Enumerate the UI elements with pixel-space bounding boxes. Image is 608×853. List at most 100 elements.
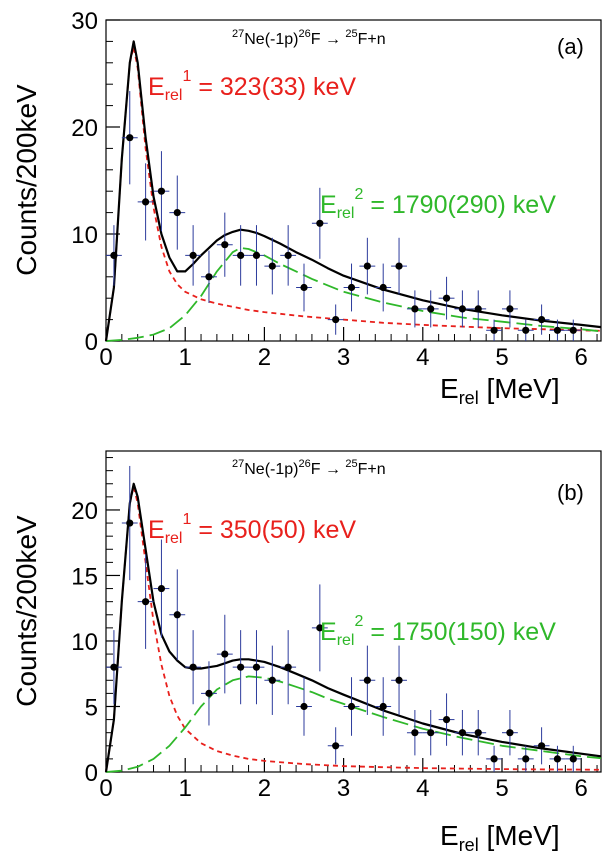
annotation-superscript: 2 — [354, 613, 363, 630]
annotation-subscript: rel — [337, 205, 355, 222]
data-point — [379, 283, 387, 292]
data-point — [300, 702, 308, 711]
data-point — [284, 251, 292, 259]
x-tick-label: 4 — [416, 344, 429, 371]
reaction-superscript: 25 — [345, 28, 357, 40]
y-axis-label: Counts/200keV — [11, 515, 42, 707]
reaction-superscript: 27 — [232, 458, 244, 470]
x-axis-label: Erel [MeV] — [440, 373, 560, 408]
reaction-label: 27Ne(-1p)26F → 25F+n — [232, 458, 386, 478]
y-tick-label: 5 — [85, 694, 98, 721]
x-tick-label: 5 — [495, 775, 508, 802]
x-axis-unit: [MeV] — [479, 373, 560, 404]
x-tick-label: 1 — [179, 775, 192, 802]
data-point — [110, 251, 118, 259]
data-point — [490, 755, 498, 763]
data-point — [411, 305, 419, 313]
reaction-text: → — [321, 31, 346, 48]
plot-frame — [105, 19, 602, 342]
data-point — [221, 241, 229, 249]
data-point — [379, 702, 387, 711]
annotation-symbol: E — [320, 191, 337, 219]
annotation-symbol: E — [320, 618, 337, 646]
data-point — [189, 251, 197, 259]
annotation-superscript: 1 — [182, 68, 191, 85]
reaction-superscript: 25 — [345, 458, 357, 470]
data-point — [173, 611, 181, 619]
data-point — [442, 715, 451, 724]
panel-label: (b) — [557, 480, 584, 505]
data-point — [458, 729, 466, 737]
y-tick-label: 15 — [71, 563, 98, 590]
annotation-superscript: 1 — [182, 511, 191, 528]
annotation-value: = 1750(150) keV — [363, 618, 556, 646]
data-point — [189, 663, 197, 671]
data-point — [157, 187, 166, 195]
data-point — [427, 729, 435, 737]
x-tick-label: 6 — [575, 775, 588, 802]
data-point — [522, 755, 530, 763]
annotation-symbol: E — [148, 516, 165, 544]
y-tick-label: 0 — [85, 329, 98, 356]
data-point — [332, 742, 340, 750]
data-point — [506, 305, 514, 313]
total-fit-curve — [104, 482, 602, 773]
data-point — [252, 663, 261, 671]
data-point — [569, 755, 577, 763]
annotation-subscript: rel — [337, 632, 355, 649]
erel-annotation-1: Erel 1 = 350(50) keV — [148, 511, 356, 547]
data-point — [395, 262, 403, 270]
data-point — [142, 598, 150, 606]
y-tick-label: 10 — [71, 222, 98, 249]
annotation-subscript: rel — [165, 87, 183, 104]
data-point — [474, 729, 482, 737]
data-point — [506, 729, 514, 737]
data-point — [205, 273, 213, 281]
erel-annotation-1: Erel 1 = 323(33) keV — [148, 68, 356, 104]
data-point — [110, 663, 118, 671]
x-tick-label: 5 — [495, 344, 508, 371]
x-axis-symbol: E — [440, 820, 459, 851]
data-point — [126, 134, 134, 142]
data-point — [347, 283, 356, 292]
data-point — [363, 262, 371, 270]
data-point — [442, 294, 451, 302]
annotation-symbol: E — [148, 73, 165, 101]
data-point — [237, 663, 245, 671]
reaction-text: Ne(-1p) — [244, 461, 298, 478]
reaction-text: F — [311, 461, 321, 478]
data-point — [553, 755, 562, 763]
data-point — [252, 251, 261, 259]
data-point — [395, 676, 403, 684]
x-tick-label: 0 — [99, 344, 112, 371]
data-point — [221, 650, 229, 658]
data-point — [569, 326, 577, 334]
y-axis-label: Counts/200keV — [11, 84, 42, 276]
data-point — [205, 689, 213, 697]
reaction-text: → — [321, 461, 346, 478]
data-point — [490, 326, 498, 334]
data-point — [316, 624, 324, 632]
x-axis-subscript: rel — [459, 388, 479, 408]
data-point — [268, 676, 276, 684]
reaction-text: F+n — [358, 461, 386, 478]
data-point — [363, 676, 371, 684]
panel-a: 0 1 2 3 4 5 6 0 10 20 30 27Ne(-1p)26F → 25F+n (a) Ere… — [11, 8, 602, 408]
reaction-text: Ne(-1p) — [244, 31, 298, 48]
data-point — [237, 251, 245, 259]
data-point — [411, 729, 419, 737]
data-point — [522, 326, 530, 334]
data-point — [553, 326, 562, 334]
data-point — [474, 305, 482, 313]
reaction-superscript: 26 — [298, 458, 310, 470]
data-point — [427, 305, 435, 313]
y-tick-label: 10 — [71, 629, 98, 656]
annotation-value: = 323(33) keV — [191, 73, 356, 101]
data-point — [458, 305, 466, 313]
x-tick-label: 6 — [575, 344, 588, 371]
x-tick-label: 3 — [337, 344, 350, 371]
data-point — [126, 519, 134, 527]
x-tick-label: 1 — [179, 344, 192, 371]
data-point — [316, 219, 324, 227]
